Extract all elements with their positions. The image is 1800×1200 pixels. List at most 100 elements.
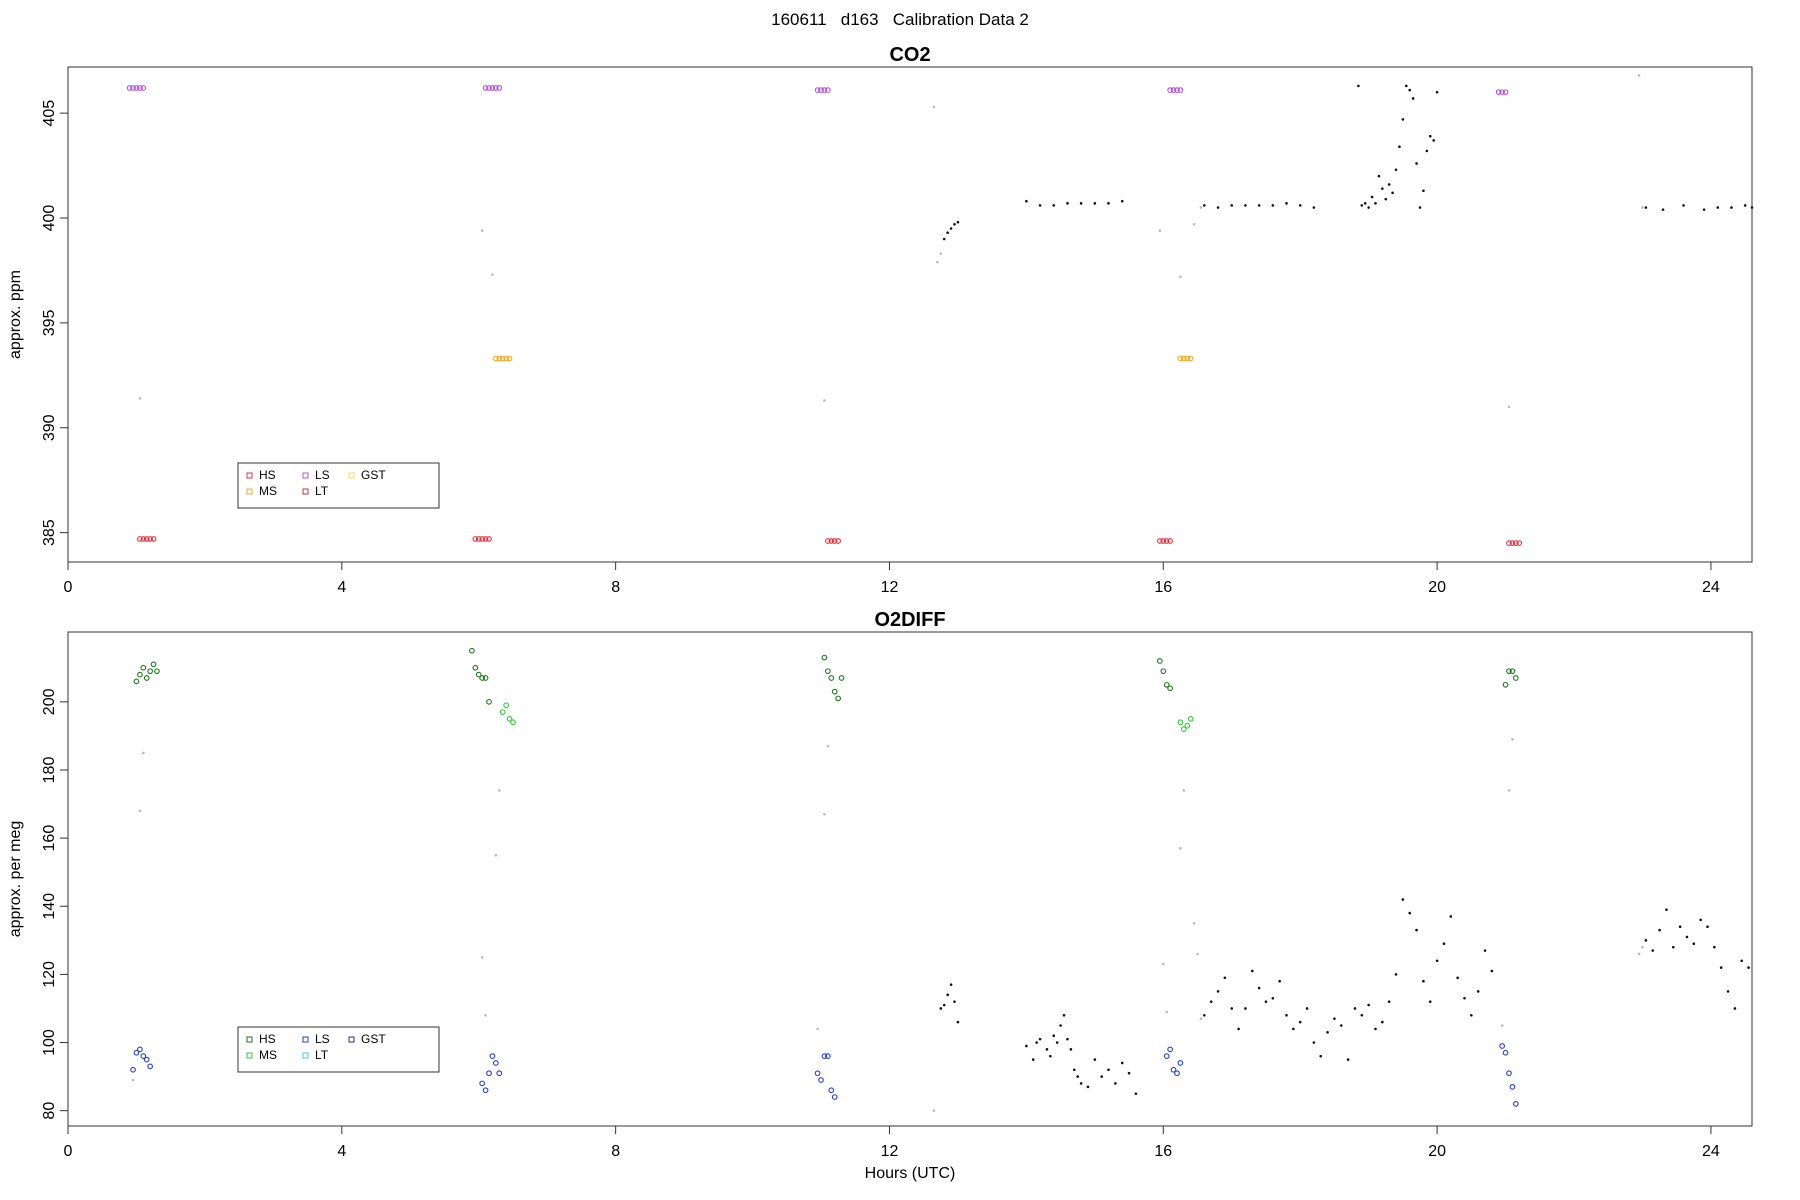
panel2-point-hs: [825, 668, 831, 675]
panel2-point-ls: [496, 1070, 503, 1077]
panel1-point-ls: [137, 85, 143, 91]
panel2-point-hs: [150, 661, 157, 668]
panel1-title: CO2: [889, 44, 930, 66]
panel2-point-series4: [1740, 959, 1744, 963]
panel1-point-series3: [823, 399, 826, 402]
panel1-point-series3: [1158, 229, 1162, 232]
panel2-point-series4: [1470, 1013, 1473, 1017]
panel2-point-series4: [1264, 1000, 1268, 1003]
panel2-point-series3: [826, 744, 830, 748]
panel1-point-series4: [1357, 84, 1360, 88]
panel2-point-series4: [1120, 1061, 1124, 1065]
panel1-point-ls: [818, 87, 824, 93]
panel1-point-series3: [1507, 405, 1511, 409]
panel1-point-ls: [825, 87, 831, 93]
panel1-point-series4: [946, 231, 949, 234]
panel2-point-series4: [1353, 1007, 1357, 1010]
panel2-point-hs: [1512, 675, 1519, 681]
panel1-point-hs: [147, 536, 153, 542]
panel2-point-series4: [1100, 1075, 1103, 1078]
panel1-point-hs: [825, 538, 831, 544]
panel2-point-ls: [828, 1087, 835, 1094]
panel1-point-series4: [1230, 204, 1234, 207]
panel2-point-series3: [497, 789, 501, 792]
panel1-point-series3: [939, 252, 943, 255]
panel1-y-tick-label: 395: [41, 309, 58, 336]
panel1-point-series4: [1418, 206, 1422, 209]
panel1-point-ms: [1184, 355, 1191, 362]
panel2-point-series4: [1747, 966, 1750, 969]
panel1-point-series3: [138, 397, 142, 400]
panel2-x-tick-label: 24: [1702, 1143, 1720, 1160]
panel2-point-hs: [1167, 685, 1173, 692]
panel2-point-series4: [1127, 1071, 1131, 1075]
panel1-point-series4: [1415, 162, 1418, 165]
panel2-point-series4: [1305, 1007, 1309, 1010]
panel2-point-hs: [1160, 668, 1167, 675]
panel2-legend-swatch-ls: [302, 1036, 309, 1043]
panel2-point-series4: [1346, 1058, 1350, 1061]
panel2-point-series4: [1449, 915, 1453, 918]
panel2-point-series4: [1463, 996, 1466, 1000]
panel2-point-series4: [1733, 1007, 1737, 1010]
panel1-y-axis-label: approx. ppm: [7, 270, 24, 359]
panel2-point-hs: [1163, 681, 1170, 688]
panel2-point-hs: [137, 671, 143, 678]
panel1-point-hs: [1160, 538, 1167, 544]
panel2-legend-label-hs: HS: [259, 1032, 276, 1046]
panel2-point-series4: [1671, 945, 1675, 949]
panel2-x-tick-label: 8: [611, 1143, 620, 1160]
panel2-point-series4: [1312, 1041, 1316, 1044]
panel2-point-hs: [828, 675, 835, 681]
panel2-point-series3: [1500, 1024, 1504, 1027]
panel2-point-series4: [1719, 966, 1723, 969]
panel2-point-hs: [1509, 668, 1516, 675]
panel1-point-ms: [1177, 355, 1184, 362]
panel2-point-ls: [137, 1046, 143, 1053]
panel1-point-series4: [1394, 168, 1398, 172]
panel1-point-hs: [1167, 538, 1173, 544]
panel2-point-series4: [1203, 1013, 1206, 1017]
panel2-point-series4: [1713, 945, 1716, 949]
panel1-point-series4: [1405, 84, 1408, 88]
panel2-point-series4: [1706, 925, 1709, 928]
panel2-point-hs: [1506, 668, 1512, 675]
panel2-point-series4: [1665, 908, 1668, 911]
panel2-point-series4: [1422, 979, 1425, 983]
panel2-point-series4: [1428, 1000, 1432, 1003]
panel1-point-series4: [1422, 189, 1425, 193]
panel2-point-series4: [1216, 990, 1220, 993]
panel2-point-ms: [1180, 726, 1187, 732]
panel2-point-series3: [131, 1078, 135, 1082]
panel2-legend-label-ls: LS: [315, 1032, 330, 1046]
panel1-point-hs: [1512, 540, 1519, 546]
panel1-point-hs: [150, 536, 157, 542]
panel2-point-hs: [469, 647, 475, 654]
panel2-point-series4: [1209, 1000, 1213, 1003]
panel2-point-series3: [142, 751, 145, 755]
panel1-legend-swatch-lt: [302, 488, 309, 495]
panel2-point-series4: [1237, 1027, 1240, 1031]
panel1-point-ms: [1187, 355, 1194, 362]
panel1-point-hs: [1506, 540, 1512, 546]
panel2-point-ls: [825, 1053, 831, 1060]
panel2-point-series4: [1285, 1013, 1288, 1017]
panel1-point-hs: [486, 536, 492, 542]
panel2-point-series4: [1025, 1044, 1028, 1048]
panel2-point-series3: [1637, 952, 1641, 956]
panel2-point-series3: [138, 809, 142, 813]
panel1-point-series4: [1025, 199, 1028, 203]
panel2-point-series3: [823, 812, 826, 816]
panel2-legend-swatch-lt: [302, 1052, 309, 1059]
panel1-point-series4: [1079, 202, 1083, 205]
panel1-point-ls: [821, 87, 828, 93]
panel2-y-tick-label: 160: [41, 825, 58, 852]
panel2-legend-swatch-ms: [246, 1052, 253, 1059]
panel1-point-series4: [1363, 202, 1367, 205]
panel1-y-tick-label: 390: [41, 414, 58, 441]
panel2-point-series4: [1069, 1048, 1073, 1051]
panel2-point-series4: [1278, 979, 1281, 983]
panel2-point-series4: [1086, 1085, 1090, 1089]
panel1-point-ms: [496, 355, 503, 362]
panel2-point-hs: [831, 688, 838, 695]
